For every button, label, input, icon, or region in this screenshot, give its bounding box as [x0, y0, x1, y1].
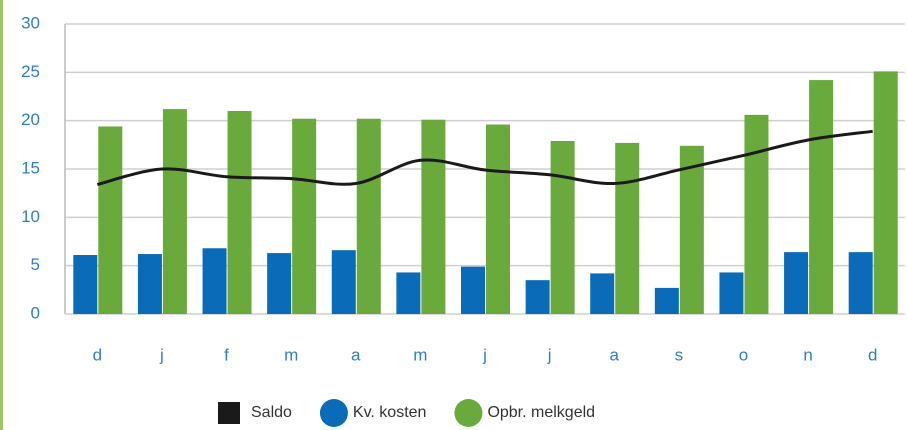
y-tick-label: 0 [31, 303, 40, 322]
bar [461, 266, 485, 314]
x-tick-label: m [413, 345, 427, 364]
bar [590, 273, 615, 314]
legend-swatch [454, 399, 483, 427]
x-tick-label: m [284, 345, 298, 364]
bar [654, 287, 679, 314]
x-tick-label: a [351, 345, 361, 364]
x-tick-label: j [482, 345, 487, 364]
bar [227, 111, 252, 314]
bar [356, 118, 381, 314]
x-tick-label: d [868, 345, 877, 364]
x-tick-label: j [159, 345, 164, 364]
bar [73, 255, 98, 314]
x-tick-label: n [803, 345, 812, 364]
bar [615, 142, 640, 314]
x-tick-label: o [739, 345, 748, 364]
line [96, 129, 873, 186]
bar [137, 254, 162, 314]
bar [719, 272, 744, 314]
bar [267, 253, 292, 314]
bar [848, 252, 873, 314]
legend-swatch [319, 399, 348, 427]
bar [331, 250, 356, 314]
left-border [0, 0, 3, 430]
legend-label: Kv. kosten [353, 404, 427, 421]
y-tick-label: 15 [21, 158, 40, 177]
bar [486, 124, 510, 315]
x-tick-label: a [609, 345, 619, 364]
bar [421, 119, 446, 314]
y-tick-label: 10 [21, 207, 40, 226]
x-tick-label: s [675, 345, 684, 364]
bar [784, 252, 809, 314]
legend-label: Opbr. melkgeld [487, 404, 595, 421]
bar [679, 145, 704, 314]
bar [525, 280, 550, 314]
x-tick-label: d [93, 345, 102, 364]
bar [162, 109, 187, 314]
y-tick-label: 20 [21, 110, 40, 129]
bar [292, 118, 317, 314]
x-tick-label: j [547, 345, 552, 364]
bar [744, 114, 769, 314]
x-tick-label: f [224, 345, 229, 364]
y-tick-label: 25 [21, 62, 40, 81]
y-tick-label: 30 [21, 13, 40, 32]
bar [873, 71, 898, 314]
legend-swatch [218, 402, 240, 424]
bar [396, 272, 421, 314]
legend-label: Saldo [251, 404, 292, 421]
y-tick-label: 5 [31, 255, 40, 274]
bar [202, 248, 227, 314]
bar [98, 126, 123, 314]
bar [809, 80, 834, 314]
bar [550, 140, 575, 314]
